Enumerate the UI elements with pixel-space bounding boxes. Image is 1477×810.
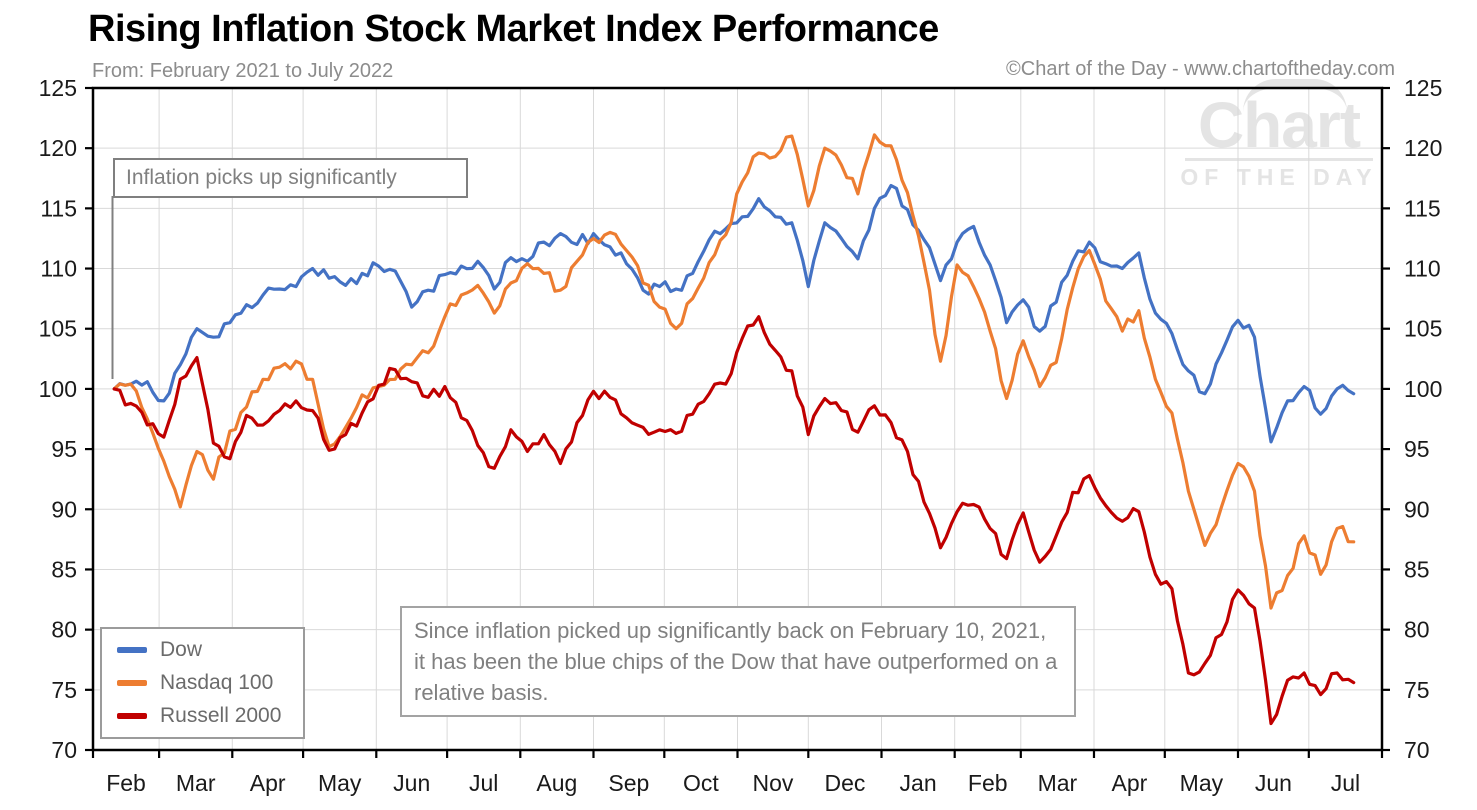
- svg-text:115: 115: [40, 195, 77, 221]
- svg-text:80: 80: [1404, 617, 1430, 643]
- svg-text:Jul: Jul: [469, 770, 498, 796]
- svg-text:Mar: Mar: [1038, 770, 1078, 796]
- svg-text:100: 100: [1404, 376, 1442, 402]
- svg-text:Feb: Feb: [968, 770, 1008, 796]
- svg-text:80: 80: [51, 617, 77, 643]
- legend-swatch-icon: [117, 647, 147, 653]
- svg-text:Sep: Sep: [608, 770, 649, 796]
- svg-text:70: 70: [51, 737, 77, 763]
- svg-text:90: 90: [1404, 496, 1430, 522]
- svg-text:Jul: Jul: [1331, 770, 1360, 796]
- svg-text:Apr: Apr: [1111, 770, 1147, 796]
- note-box: Since inflation picked up significantly …: [400, 606, 1076, 717]
- svg-text:85: 85: [1404, 556, 1430, 582]
- svg-text:125: 125: [39, 75, 77, 101]
- svg-text:May: May: [318, 770, 362, 796]
- watermark-rule: [1185, 158, 1373, 161]
- legend-label: Dow: [160, 638, 203, 661]
- svg-text:95: 95: [51, 436, 77, 462]
- x-axis-month-labels: Feb Mar Apr May Jun Jul Aug Sep Oct Nov Dec Jan Feb M…: [106, 770, 1360, 796]
- svg-text:125: 125: [1404, 75, 1442, 101]
- svg-text:75: 75: [51, 677, 77, 703]
- svg-text:75: 75: [1404, 677, 1430, 703]
- legend-swatch-icon: [117, 713, 147, 719]
- legend-swatch-icon: [117, 680, 147, 686]
- svg-text:Jan: Jan: [900, 770, 937, 796]
- page-title: Rising Inflation Stock Market Index Perf…: [88, 8, 939, 50]
- copyright-text: ©Chart of the Day - www.chartoftheday.co…: [1006, 58, 1395, 80]
- svg-text:90: 90: [51, 496, 77, 522]
- y-axis-labels-left: 70 75 80 85 90 95 100 105 110 115 120 125: [39, 75, 77, 763]
- svg-text:Aug: Aug: [536, 770, 577, 796]
- axis-ticks: [85, 86, 1390, 758]
- svg-text:110: 110: [40, 256, 77, 282]
- y-axis-labels-right: 70 75 80 85 90 95 100 105 110 115 120 125: [1404, 75, 1442, 763]
- svg-text:70: 70: [1404, 737, 1430, 763]
- svg-text:Jun: Jun: [393, 770, 430, 796]
- svg-text:Oct: Oct: [683, 770, 719, 796]
- svg-text:100: 100: [39, 376, 77, 402]
- series-line-nasdaq-100: [112, 133, 1356, 610]
- svg-text:95: 95: [1404, 436, 1430, 462]
- svg-text:Feb: Feb: [106, 770, 146, 796]
- legend-label: Russell 2000: [160, 704, 282, 727]
- watermark-arc-icon: [1243, 79, 1347, 112]
- svg-text:Jun: Jun: [1255, 770, 1292, 796]
- svg-text:120: 120: [1404, 135, 1442, 161]
- svg-text:110: 110: [1404, 256, 1441, 282]
- svg-text:115: 115: [1404, 195, 1441, 221]
- svg-text:Nov: Nov: [752, 770, 793, 796]
- legend: Dow Nasdaq 100 Russell 2000: [100, 627, 305, 739]
- svg-text:85: 85: [51, 556, 77, 582]
- page-subtitle: From: February 2021 to July 2022: [92, 60, 394, 82]
- callout-inflation-box: Inflation picks up significantly: [113, 158, 468, 198]
- legend-item-dow: Dow: [117, 638, 303, 662]
- watermark-subtext: OF THE DAY: [1180, 164, 1378, 190]
- svg-text:105: 105: [39, 316, 77, 342]
- legend-item-nasdaq-100: Nasdaq 100: [117, 671, 303, 695]
- svg-text:Apr: Apr: [250, 770, 286, 796]
- svg-text:Mar: Mar: [176, 770, 216, 796]
- legend-label: Nasdaq 100: [160, 671, 274, 694]
- series-line-dow: [112, 183, 1356, 444]
- svg-text:105: 105: [1404, 316, 1442, 342]
- svg-text:May: May: [1180, 770, 1224, 796]
- svg-text:Dec: Dec: [824, 770, 865, 796]
- svg-text:120: 120: [39, 135, 77, 161]
- watermark-word: Chart: [1179, 79, 1379, 157]
- chart-of-the-day-watermark: Chart OF THE DAY: [1179, 79, 1379, 191]
- series-line-russell-2000: [112, 315, 1356, 726]
- legend-item-russell-2000: Russell 2000: [117, 704, 303, 728]
